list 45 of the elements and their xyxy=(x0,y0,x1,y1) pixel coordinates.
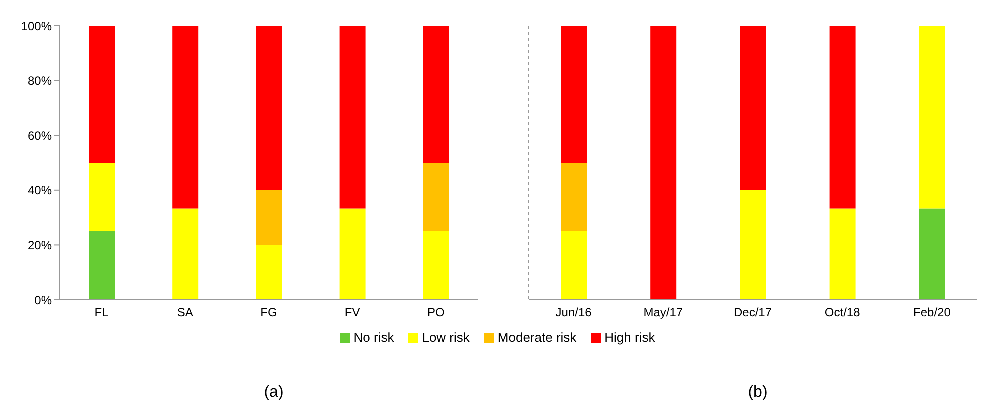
x-tick-label: Jun/16 xyxy=(556,306,592,320)
bar xyxy=(256,26,282,190)
bar xyxy=(256,245,282,300)
legend-label: No risk xyxy=(354,330,394,345)
bar xyxy=(89,163,115,232)
bar xyxy=(561,26,587,163)
x-tick-label: Oct/18 xyxy=(824,306,861,320)
bar xyxy=(650,26,677,300)
y-tick-label: 20% xyxy=(28,238,52,252)
y-tick-label: 60% xyxy=(28,128,52,143)
x-tick-label: FV xyxy=(344,306,360,320)
bar xyxy=(172,208,199,300)
bar xyxy=(919,208,946,300)
y-tick-label: 100% xyxy=(21,19,52,34)
x-tick-label: Dec/17 xyxy=(734,306,772,320)
bar xyxy=(256,190,282,246)
bar xyxy=(423,163,450,232)
legend-label: Moderate risk xyxy=(498,330,577,345)
bar xyxy=(561,232,587,300)
bar xyxy=(919,26,946,209)
text: (b) xyxy=(747,384,769,402)
bar xyxy=(561,163,587,232)
y-tick-label: 80% xyxy=(28,74,52,88)
bar xyxy=(740,26,766,190)
y-tick-label: 40% xyxy=(28,184,52,198)
x-tick-label: Feb/20 xyxy=(914,306,952,320)
bar xyxy=(340,208,366,300)
x-tick-label: SA xyxy=(177,306,194,320)
y-tick-label: 0% xyxy=(34,293,52,308)
bar xyxy=(89,26,115,163)
x-tick-label: May/17 xyxy=(644,306,684,320)
bar xyxy=(340,26,366,209)
text: (a) xyxy=(263,384,285,402)
bar xyxy=(830,26,856,209)
legend-label: Low risk xyxy=(422,330,470,345)
bar xyxy=(830,208,856,300)
x-tick-label: PO xyxy=(428,306,445,320)
bar xyxy=(423,232,450,300)
x-tick-label: FG xyxy=(260,306,278,320)
x-tick-label: FL xyxy=(94,306,110,320)
bar xyxy=(423,26,450,163)
bar xyxy=(740,190,766,300)
bar xyxy=(89,232,115,300)
legend-label: High risk xyxy=(604,330,656,345)
bar xyxy=(172,26,199,209)
